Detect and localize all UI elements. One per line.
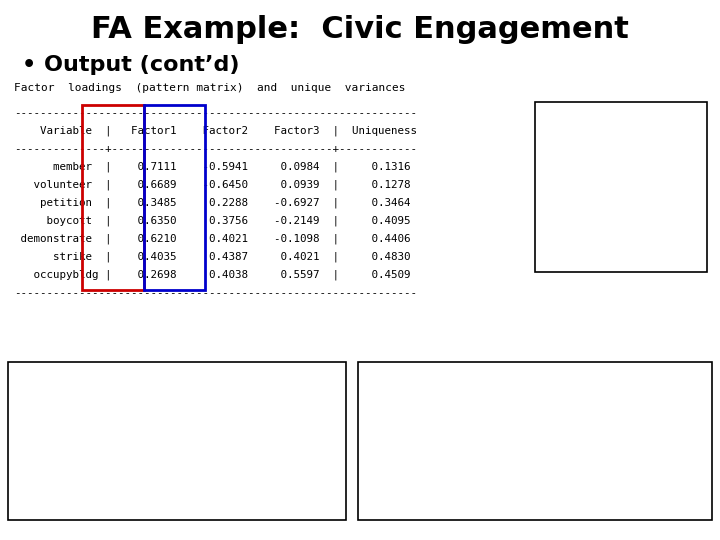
Text: --------------------------------------------------------------: ----------------------------------------… xyxy=(14,108,417,118)
Text: Next, stata
reports the
main factors it
finds.
Factor 1
explains most
variation,: Next, stata reports the main factors it … xyxy=(541,108,632,247)
Text: member  |    0.7111    -0.5941     0.0984  |     0.1316: member | 0.7111 -0.5941 0.0984 | 0.1316 xyxy=(14,162,410,172)
Text: --------------------------------------------------------------: ----------------------------------------… xyxy=(14,288,417,298)
Text: --------------+----------------------------------+------------: --------------+-------------------------… xyxy=(14,144,417,154)
Text: Variable  |   Factor1    Factor2    Factor3  |  Uniqueness: Variable | Factor1 Factor2 Factor3 | Uni… xyxy=(14,126,417,137)
Text: strike  |    0.4035     0.4387     0.4021  |     0.4830: strike | 0.4035 0.4387 0.4021 | 0.4830 xyxy=(14,252,410,262)
Text: Factor 2:  Some people are LOW
on membership & moderately high
on demonstrations: Factor 2: Some people are LOW on members… xyxy=(365,369,598,484)
Bar xyxy=(82,105,144,290)
Bar xyxy=(144,105,205,290)
Text: • Output (cont’d): • Output (cont’d) xyxy=(22,55,240,75)
Bar xyxy=(8,362,346,520)
Text: boycott  |    0.6350     0.3756    -0.2149  |     0.4095: boycott | 0.6350 0.3756 -0.2149 | 0.4095 xyxy=(14,216,410,226)
Text: volunteer  |    0.6689    -0.6450     0.0939  |     0.1278: volunteer | 0.6689 -0.6450 0.0939 | 0.12… xyxy=(14,180,410,191)
Text: FA Example:  Civic Engagement: FA Example: Civic Engagement xyxy=(91,16,629,44)
Text: petition  |    0.3485     0.2288    -0.6927  |     0.3464: petition | 0.3485 0.2288 -0.6927 | 0.346… xyxy=(14,198,410,208)
Text: Factor  loadings  (pattern matrix)  and  unique  variances: Factor loadings (pattern matrix) and uni… xyxy=(14,83,405,93)
Bar xyxy=(535,102,707,272)
Text: Factor 1 correlates with ALL
measures of civic participation
In other words, peo: Factor 1 correlates with ALL measures of… xyxy=(15,369,244,467)
Text: demonstrate  |    0.6210     0.4021    -0.1098  |     0.4406: demonstrate | 0.6210 0.4021 -0.1098 | 0.… xyxy=(14,234,410,245)
Bar xyxy=(358,362,712,520)
Text: occupybldg |    0.2698     0.4038     0.5597  |     0.4509: occupybldg | 0.2698 0.4038 0.5597 | 0.45… xyxy=(14,270,410,280)
